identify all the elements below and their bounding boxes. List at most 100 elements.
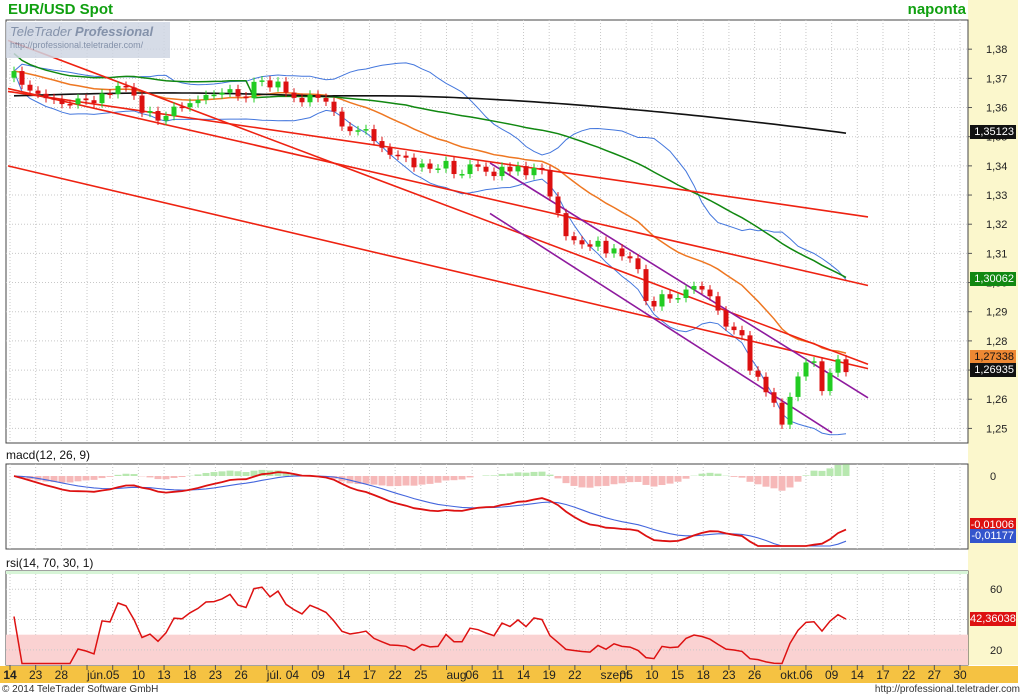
date-tick-label: 13 bbox=[157, 668, 171, 682]
candle-body bbox=[291, 92, 297, 98]
macd-histogram-bar bbox=[778, 476, 786, 491]
macd-histogram-bar bbox=[610, 476, 618, 485]
macd-histogram-bar bbox=[378, 476, 386, 486]
macd-histogram-bar bbox=[42, 476, 50, 482]
candle-body bbox=[323, 97, 329, 102]
candle-body bbox=[395, 154, 401, 157]
candle-body bbox=[723, 310, 729, 327]
candle-body bbox=[307, 94, 313, 103]
macd-histogram-bar bbox=[842, 464, 850, 476]
macd-histogram-bar bbox=[458, 476, 466, 480]
candle-body bbox=[747, 335, 753, 371]
macd-histogram-bar bbox=[146, 476, 154, 478]
macd-histogram-bar bbox=[226, 470, 234, 476]
candle-body bbox=[155, 111, 161, 121]
candle-body bbox=[219, 92, 225, 95]
macd-histogram-bar bbox=[794, 476, 802, 482]
date-tick-label: 05 bbox=[620, 668, 634, 682]
candle-body bbox=[171, 106, 177, 116]
macd-histogram-bar bbox=[706, 472, 714, 476]
candle-body bbox=[539, 167, 545, 170]
macd-histogram-bar bbox=[626, 476, 634, 483]
rsi-label: rsi(14, 70, 30, 1) bbox=[6, 556, 94, 570]
candle-body bbox=[619, 248, 625, 257]
macd-histogram-bar bbox=[242, 472, 250, 476]
macd-histogram-bar bbox=[810, 470, 818, 476]
chart-title: EUR/USD Spot bbox=[8, 1, 113, 18]
macd-histogram-bar bbox=[114, 474, 122, 476]
candle-body bbox=[379, 141, 385, 148]
candle-body bbox=[675, 298, 681, 300]
macd-histogram-bar bbox=[530, 471, 538, 476]
date-tick-label: aug. bbox=[446, 668, 469, 682]
price-tick-label: 1,31 bbox=[986, 248, 1007, 260]
macd-histogram-bar bbox=[602, 476, 610, 486]
macd-histogram-bar bbox=[554, 476, 562, 479]
macd-histogram-bar bbox=[802, 475, 810, 476]
candle-body bbox=[667, 294, 673, 299]
macd-histogram-bar bbox=[434, 476, 442, 483]
price-tick-label: 1,29 bbox=[986, 307, 1007, 319]
macd-histogram-bar bbox=[250, 470, 258, 476]
period-label: naponta bbox=[907, 1, 966, 18]
macd-histogram-bar bbox=[426, 476, 434, 484]
candle-body bbox=[115, 85, 121, 95]
candle-body bbox=[491, 171, 497, 177]
candle-body bbox=[531, 167, 537, 176]
macd-histogram-bar bbox=[698, 473, 706, 476]
candle-body bbox=[739, 330, 745, 336]
rsi-overbought-zone bbox=[6, 571, 968, 575]
candle-body bbox=[427, 163, 433, 169]
date-tick-label: júl. bbox=[266, 668, 282, 682]
macd-histogram-bar bbox=[538, 471, 546, 476]
macd-histogram-bar bbox=[162, 476, 170, 480]
macd-signal-line bbox=[13, 475, 847, 547]
candle-body bbox=[835, 359, 841, 373]
candle-body bbox=[699, 286, 705, 290]
ma-slow-value-tag: 1,30062 bbox=[970, 272, 1016, 286]
price-tick-label: 1,36 bbox=[986, 103, 1007, 115]
candle-body bbox=[283, 81, 289, 93]
macd-histogram-bar bbox=[586, 476, 594, 488]
price-value-tag: 1,26935 bbox=[970, 363, 1016, 377]
candle-body bbox=[475, 164, 481, 167]
candle-body bbox=[443, 160, 449, 169]
macd-histogram-bar bbox=[402, 476, 410, 486]
macd-histogram-bar bbox=[618, 476, 626, 484]
date-tick-label: 22 bbox=[902, 668, 916, 682]
candle-body bbox=[267, 80, 273, 88]
candle-body bbox=[99, 93, 105, 104]
candle-body bbox=[731, 326, 737, 331]
macd-histogram-bar bbox=[834, 464, 842, 476]
date-tick-label: 14 bbox=[337, 668, 351, 682]
date-tick-label: 09 bbox=[825, 668, 839, 682]
candle-body bbox=[179, 106, 185, 109]
macd-histogram-bar bbox=[826, 468, 834, 476]
candle-body bbox=[587, 244, 593, 247]
date-tick-label: 06 bbox=[799, 668, 813, 682]
macd-histogram-bar bbox=[354, 476, 362, 485]
ma-long-value-tag: 1,35123 bbox=[970, 125, 1016, 139]
date-tick-label: 27 bbox=[928, 668, 942, 682]
macd-histogram-bar bbox=[74, 476, 82, 482]
watermark-brand-bold: Professional bbox=[75, 24, 154, 39]
candle-body bbox=[347, 126, 353, 132]
date-tick-label: 15 bbox=[671, 668, 685, 682]
macd-histogram-bar bbox=[282, 472, 290, 476]
date-tick-label: 14 bbox=[517, 668, 531, 682]
macd-histogram-bar bbox=[562, 476, 570, 484]
candle-body bbox=[779, 402, 785, 425]
candle-body bbox=[371, 129, 377, 142]
macd-value-tag: -0,01006 bbox=[970, 518, 1016, 532]
candle-body bbox=[635, 258, 641, 270]
candle-body bbox=[75, 98, 81, 105]
macd-histogram-bar bbox=[762, 476, 770, 487]
candle-body bbox=[435, 168, 441, 170]
candle-body bbox=[243, 96, 249, 99]
macd-histogram-bar bbox=[194, 474, 202, 476]
macd-histogram-bar bbox=[234, 471, 242, 476]
candle-body bbox=[363, 129, 369, 131]
date-tick-label: 23 bbox=[209, 668, 223, 682]
candle-body bbox=[715, 296, 721, 311]
